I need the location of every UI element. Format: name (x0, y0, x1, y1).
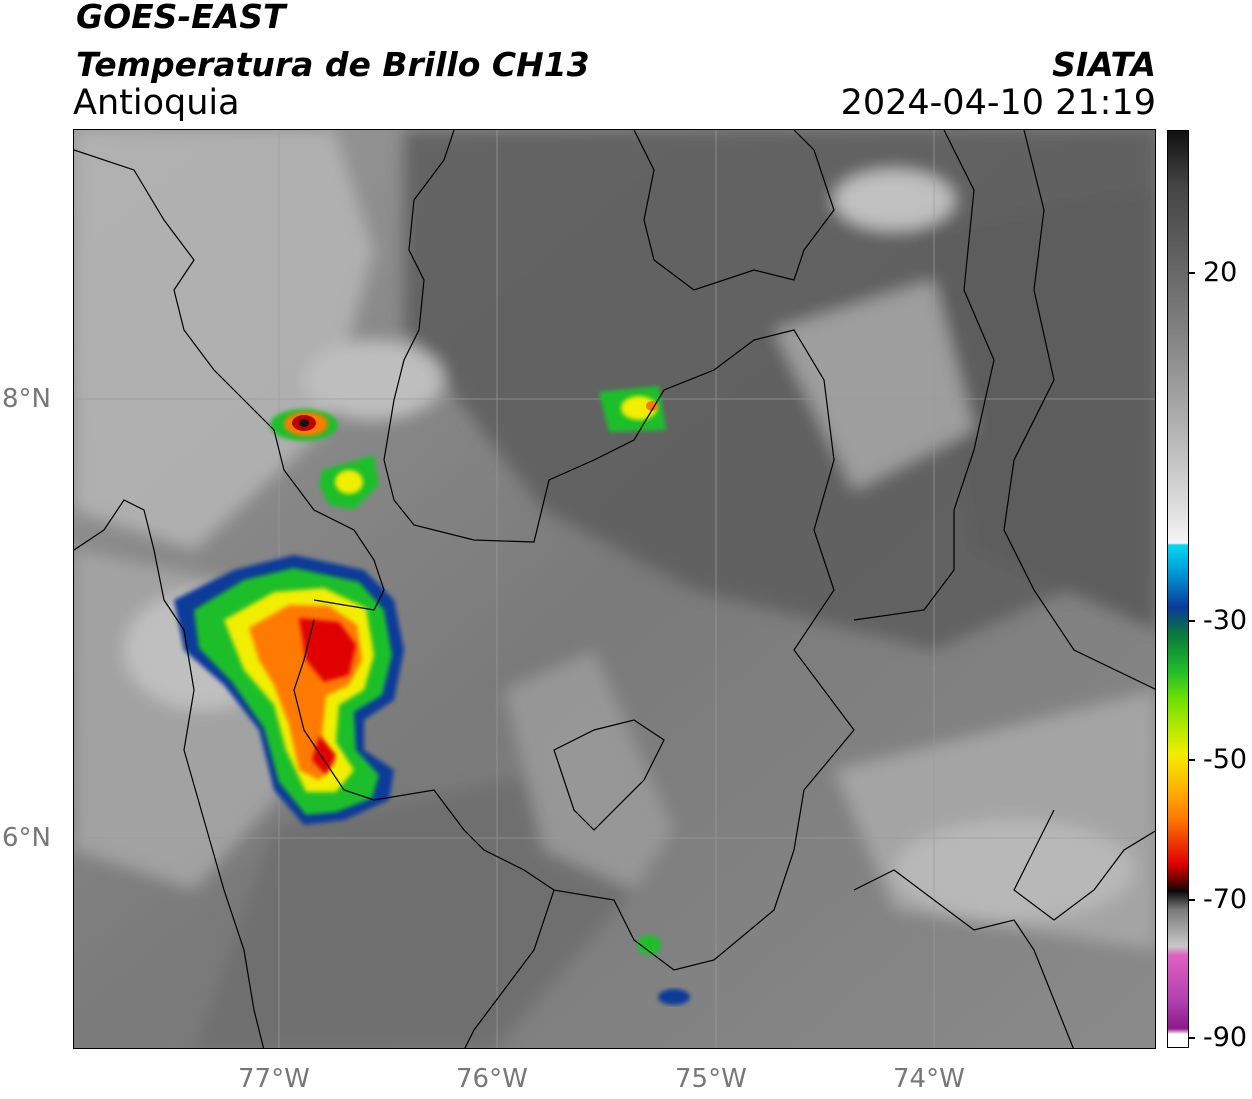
internal-boundary-4 (853, 130, 995, 621)
light-region-west (74, 130, 374, 550)
mid-region-south (194, 770, 634, 1048)
colorbar-tick-minus50 (1189, 759, 1195, 761)
agency-label: SIATA (1052, 45, 1156, 84)
satellite-title: GOES-EAST (76, 0, 286, 36)
antioquia-boundary (383, 130, 855, 1048)
bright-cloud-4 (894, 820, 1134, 920)
colorbar-label-minus70: -70 (1203, 884, 1248, 915)
lon-label-77w: 77°W (238, 1064, 310, 1094)
colorbar (1167, 130, 1189, 1048)
convective-cell-north-center (599, 386, 666, 432)
convective-cell-south-1 (637, 935, 661, 955)
colorbar-label-minus30: -30 (1203, 605, 1248, 636)
lon-label-75w: 75°W (675, 1064, 747, 1094)
colorbar-label-20: 20 (1203, 257, 1238, 288)
datetime-label: 2024-04-10 21:19 (840, 83, 1156, 123)
bright-cloud-1 (834, 170, 954, 230)
valley-band (504, 650, 674, 890)
internal-boundary-3 (633, 130, 835, 291)
colorbar-tick-20 (1189, 272, 1195, 274)
colorbar-tick-minus90 (1189, 1037, 1195, 1039)
colorbar-tick-minus70 (1189, 899, 1195, 901)
coastline-west (74, 149, 385, 591)
internal-boundary-1 (313, 589, 385, 611)
region-title: Antioquia (73, 83, 240, 123)
internal-boundary-7 (853, 869, 1074, 1048)
colorbar-label-minus90: -90 (1203, 1022, 1248, 1053)
convective-cell-main (174, 555, 404, 825)
cloud-streak-ne (774, 280, 974, 490)
lat-label-6n: 6°N (2, 823, 51, 853)
bright-cloud-2 (304, 340, 444, 420)
internal-boundary-6 (1013, 809, 1155, 921)
convective-cell-north-coast (270, 409, 379, 510)
product-title: Temperatura de Brillo CH13 (76, 45, 590, 84)
lat-label-8n: 8°N (2, 384, 51, 414)
internal-boundary-8 (553, 719, 665, 831)
internal-boundary-5 (1003, 130, 1155, 690)
colorbar-label-minus50: -50 (1203, 744, 1248, 775)
satellite-map (73, 129, 1156, 1049)
lon-label-74w: 74°W (893, 1064, 965, 1094)
coastline-lower-west (74, 499, 265, 1048)
colorbar-tick-minus30 (1189, 620, 1195, 622)
lon-label-76w: 76°W (456, 1064, 528, 1094)
internal-boundary-2 (293, 619, 555, 891)
convective-cell-south-2 (658, 989, 690, 1005)
